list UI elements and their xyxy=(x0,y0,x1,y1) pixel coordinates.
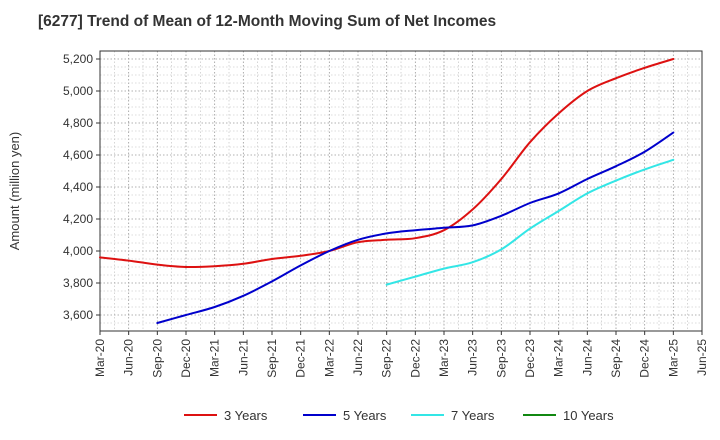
series-line-3-years xyxy=(99,58,675,269)
x-tick-label: Sep-21 xyxy=(265,339,279,378)
x-tick-label: Mar-22 xyxy=(322,339,336,377)
x-tick-label: Mar-23 xyxy=(437,339,451,377)
legend-label-10-years: 10 Years xyxy=(563,408,614,423)
x-tick-label: Dec-21 xyxy=(294,339,308,378)
x-tick-label: Dec-24 xyxy=(638,339,652,378)
y-tick-label: 4,600 xyxy=(63,148,93,162)
legend-label-3-years: 3 Years xyxy=(224,408,268,423)
legend-label-5-years: 5 Years xyxy=(343,408,387,423)
x-tick-label: Sep-20 xyxy=(150,339,164,378)
x-tick-label: Mar-25 xyxy=(666,339,680,377)
x-tick-label: Mar-24 xyxy=(552,339,566,377)
x-tick-label: Mar-21 xyxy=(208,339,222,377)
x-tick-label: Jun-24 xyxy=(580,339,594,376)
x-tick-label: Jun-23 xyxy=(466,339,480,376)
x-tick-label: Dec-22 xyxy=(408,339,422,378)
x-tick-label: Sep-23 xyxy=(494,339,508,378)
y-tick-label: 5,000 xyxy=(63,84,93,98)
y-tick-label: 4,800 xyxy=(63,116,93,130)
legend-label-7-years: 7 Years xyxy=(451,408,495,423)
y-tick-label: 3,600 xyxy=(63,308,93,322)
x-tick-label: Sep-22 xyxy=(380,339,394,378)
y-axis-label: Amount (million yen) xyxy=(7,132,22,251)
x-tick-label: Dec-20 xyxy=(179,339,193,378)
x-tick-label: Sep-24 xyxy=(609,339,623,378)
x-tick-label: Jun-22 xyxy=(351,339,365,376)
y-tick-label: 4,400 xyxy=(63,180,93,194)
x-tick-label: Dec-23 xyxy=(523,339,537,378)
x-tick-label: Mar-20 xyxy=(93,339,107,377)
x-tick-label: Jun-21 xyxy=(236,339,250,376)
y-tick-label: 4,200 xyxy=(63,212,93,226)
plot-frame xyxy=(99,50,703,332)
y-tick-label: 4,000 xyxy=(63,244,93,258)
series-line-7-years xyxy=(385,158,675,286)
y-tick-label: 3,800 xyxy=(63,276,93,290)
chart-title: [6277] Trend of Mean of 12-Month Moving … xyxy=(38,13,497,30)
y-tick-label: 5,200 xyxy=(63,52,93,66)
x-tick-label: Jun-25 xyxy=(695,339,709,376)
x-tick-label: Jun-20 xyxy=(122,339,136,376)
series-line-5-years xyxy=(156,131,675,324)
